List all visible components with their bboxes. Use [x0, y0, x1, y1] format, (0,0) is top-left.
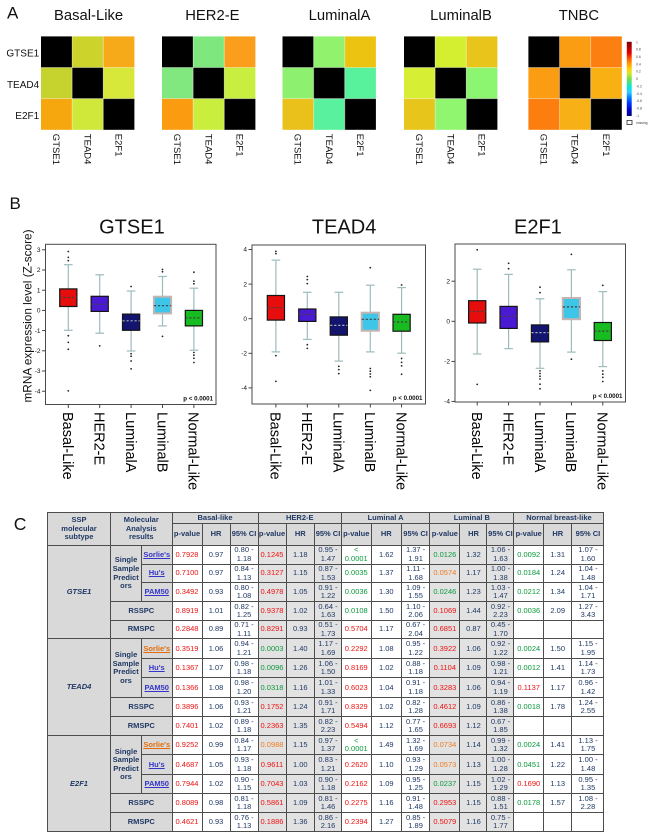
svg-text:p < 0.0001: p < 0.0001 — [593, 393, 623, 400]
svg-text:E2F1: E2F1 — [600, 134, 611, 157]
svg-text:2: 2 — [446, 278, 450, 285]
svg-text:-4: -4 — [444, 399, 450, 406]
svg-text:0.2: 0.2 — [636, 70, 641, 74]
svg-text:-0.6: -0.6 — [636, 99, 642, 103]
svg-text:0: 0 — [636, 77, 638, 81]
svg-text:3: 3 — [37, 247, 41, 254]
svg-text:GTSE1: GTSE1 — [413, 134, 424, 165]
svg-text:1: 1 — [636, 40, 638, 44]
svg-text:GTSE1: GTSE1 — [50, 134, 61, 165]
svg-text:E2F1: E2F1 — [514, 217, 562, 239]
svg-text:LuminalA: LuminalA — [531, 412, 547, 473]
svg-text:E2F1: E2F1 — [233, 134, 244, 157]
svg-text:4: 4 — [243, 247, 247, 254]
svg-text:2: 2 — [37, 267, 41, 274]
svg-text:TEAD4: TEAD4 — [7, 80, 40, 91]
svg-text:LuminalB: LuminalB — [430, 8, 492, 24]
svg-text:GTSE1: GTSE1 — [292, 134, 303, 165]
svg-text:-0.2: -0.2 — [636, 84, 642, 88]
svg-text:TEAD4: TEAD4 — [202, 134, 213, 165]
svg-text:0.4: 0.4 — [636, 62, 641, 66]
svg-text:Normal-Like: Normal-Like — [185, 412, 201, 490]
svg-text:A: A — [7, 4, 19, 23]
svg-text:HER2-E: HER2-E — [499, 412, 515, 466]
svg-text:LuminalA: LuminalA — [309, 8, 371, 24]
svg-text:TEAD4: TEAD4 — [323, 134, 334, 165]
svg-text:LuminalB: LuminalB — [562, 412, 578, 472]
svg-text:0: 0 — [243, 316, 247, 323]
svg-text:0: 0 — [446, 319, 450, 326]
svg-text:HER2-E: HER2-E — [298, 412, 314, 466]
svg-text:Basal-Like: Basal-Like — [267, 412, 283, 480]
svg-text:LuminalA: LuminalA — [330, 412, 346, 473]
svg-text:TNBC: TNBC — [559, 8, 600, 24]
svg-text:Normal-Like: Normal-Like — [594, 412, 610, 490]
svg-text:2: 2 — [243, 281, 247, 288]
svg-text:-2: -2 — [35, 348, 41, 355]
svg-text:-0.4: -0.4 — [636, 92, 642, 96]
svg-text:TEAD4: TEAD4 — [444, 134, 455, 165]
svg-text:TEAD4: TEAD4 — [569, 134, 580, 165]
svg-text:0.6: 0.6 — [636, 55, 641, 59]
svg-text:E2F1: E2F1 — [15, 111, 39, 122]
svg-text:p < 0.0001: p < 0.0001 — [183, 396, 213, 403]
svg-text:-3: -3 — [35, 368, 41, 375]
svg-text:LuminalA: LuminalA — [122, 412, 138, 473]
svg-text:Basal-Like: Basal-Like — [59, 412, 75, 480]
svg-text:-4: -4 — [35, 388, 41, 395]
svg-text:Normal-Like: Normal-Like — [392, 412, 408, 490]
svg-text:0: 0 — [37, 308, 41, 315]
svg-text:GTSE1: GTSE1 — [538, 134, 549, 165]
svg-text:-2: -2 — [444, 359, 450, 366]
svg-text:Basal-Like: Basal-Like — [54, 8, 123, 24]
svg-text:-2: -2 — [241, 351, 247, 358]
svg-text:E2F1: E2F1 — [354, 134, 365, 157]
svg-text:TEAD4: TEAD4 — [312, 217, 376, 239]
svg-text:GTSE1: GTSE1 — [6, 49, 39, 60]
svg-text:1: 1 — [37, 287, 41, 294]
svg-text:LuminalB: LuminalB — [153, 412, 169, 472]
svg-text:HER2-E: HER2-E — [91, 412, 107, 466]
svg-text:-1: -1 — [35, 328, 41, 335]
svg-text:GTSE1: GTSE1 — [99, 217, 165, 239]
svg-text:GTSE1: GTSE1 — [171, 134, 182, 165]
svg-text:B: B — [10, 194, 21, 213]
svg-text:-4: -4 — [241, 385, 247, 392]
svg-text:E2F1: E2F1 — [112, 134, 123, 157]
svg-text:E2F1: E2F1 — [475, 134, 486, 157]
svg-text:0.8: 0.8 — [636, 48, 641, 52]
svg-text:-1: -1 — [636, 114, 639, 118]
svg-text:missing: missing — [636, 121, 648, 125]
svg-text:p < 0.0001: p < 0.0001 — [393, 395, 423, 402]
svg-text:LuminalB: LuminalB — [361, 412, 377, 472]
svg-text:HER2-E: HER2-E — [185, 8, 239, 24]
svg-text:TEAD4: TEAD4 — [81, 134, 92, 165]
svg-text:-0.8: -0.8 — [636, 106, 642, 110]
svg-text:mRNA expression level (Z-score: mRNA expression level (Z-score) — [21, 229, 35, 402]
svg-text:Basal-Like: Basal-Like — [468, 412, 484, 480]
